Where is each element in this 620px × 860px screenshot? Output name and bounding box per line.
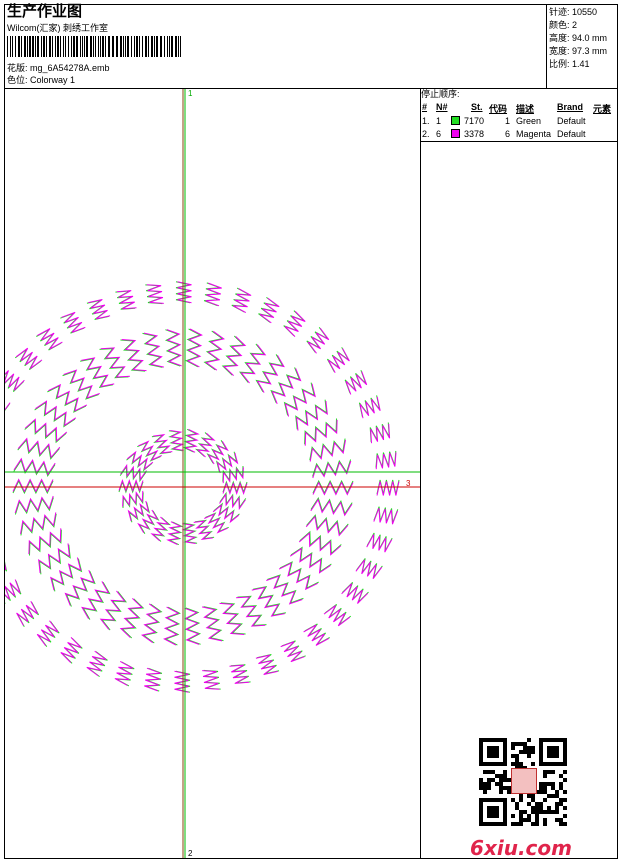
row-description: Magenta [516, 129, 552, 139]
row-code: 6 [505, 129, 511, 139]
stop-sequence-box [420, 88, 618, 142]
col-header-brand: Brand [557, 102, 584, 112]
seal-stamp [511, 768, 537, 794]
page-title: 生产作业图 [7, 2, 83, 20]
design-width: 宽度: 97.3 mm [549, 46, 608, 56]
row-index: 1. [422, 116, 430, 126]
stitch-pattern [5, 281, 400, 693]
embroidery-preview: 1 2 3 [5, 89, 420, 858]
color-swatch-magenta [451, 129, 460, 138]
scale-ratio: 比例: 1.41 [549, 59, 590, 69]
colorway-label: 色位: Colorway 1 [7, 75, 76, 85]
col-header-description: 描述 [516, 104, 535, 114]
row-index: 2. [422, 129, 430, 139]
barcode [7, 36, 181, 57]
color-swatch-green [451, 116, 460, 125]
axis-label-top: 1 [188, 89, 193, 98]
axis-label-bottom: 2 [188, 849, 193, 858]
col-header-code: 代码 [489, 104, 508, 114]
row-code: 1 [505, 116, 511, 126]
watermark-logo: 6xiu.com [470, 836, 572, 860]
design-area [4, 88, 421, 859]
software-label: Wilcom(汇家) 刺绣工作室 [7, 23, 108, 33]
row-needle: 1 [436, 116, 442, 126]
row-description: Green [516, 116, 542, 126]
col-header-needle: N# [436, 102, 448, 112]
stitch-count: 针迹: 10550 [549, 7, 598, 17]
row-brand: Default [557, 116, 586, 126]
color-count: 颜色: 2 [549, 20, 578, 30]
col-header-element: 元素 [593, 104, 612, 114]
row-needle: 6 [436, 129, 442, 139]
axis-label-right: 3 [406, 479, 411, 488]
row-stitches: 7170 [464, 116, 485, 126]
stop-sequence-title: 停止顺序: [421, 89, 460, 99]
row-brand: Default [557, 129, 586, 139]
design-file-label: 花版: mg_6A54278A.emb [7, 63, 110, 73]
col-header-index: # [422, 102, 428, 112]
design-height: 高度: 94.0 mm [549, 33, 608, 43]
row-stitches: 3378 [464, 129, 485, 139]
col-header-stitches: St. [471, 102, 483, 112]
